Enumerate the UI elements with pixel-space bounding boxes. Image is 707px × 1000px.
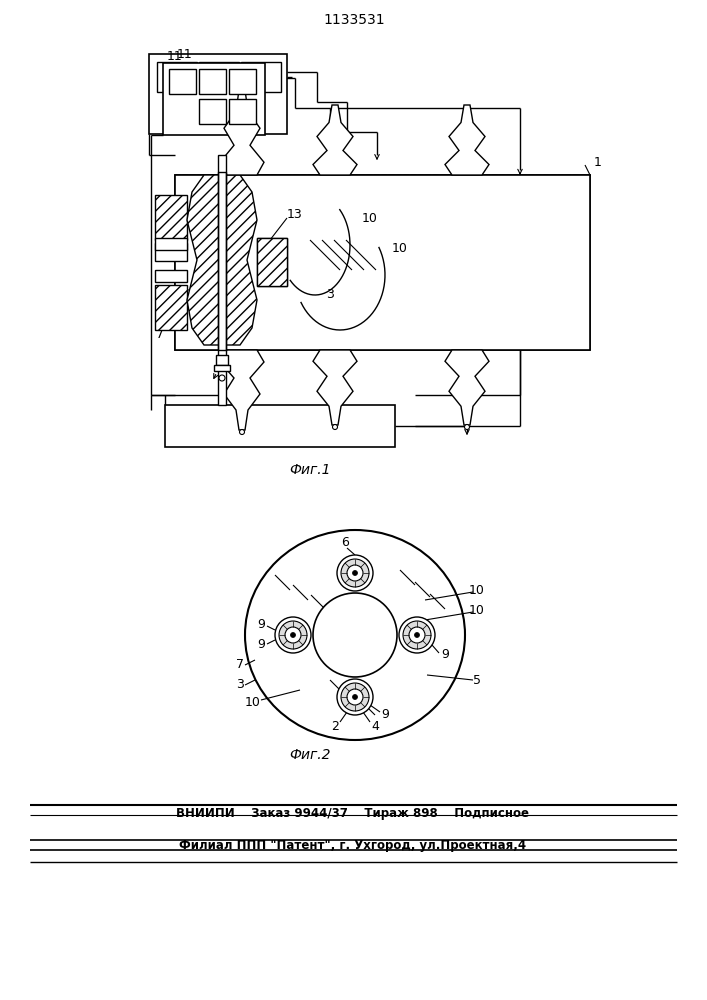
Circle shape: [341, 559, 369, 587]
Text: 13: 13: [287, 209, 303, 222]
Circle shape: [337, 679, 373, 715]
Bar: [199, 62, 239, 92]
Bar: [163, 63, 265, 135]
Bar: [199, 95, 239, 125]
Circle shape: [291, 633, 296, 638]
Circle shape: [347, 689, 363, 705]
Polygon shape: [445, 350, 489, 425]
Text: 10: 10: [392, 241, 408, 254]
Bar: [165, 405, 395, 447]
Circle shape: [240, 430, 245, 434]
Text: 4: 4: [371, 720, 379, 734]
Bar: [214, 365, 230, 371]
Text: 11: 11: [167, 50, 183, 64]
Polygon shape: [313, 350, 357, 425]
Polygon shape: [445, 105, 489, 175]
Text: 5: 5: [473, 674, 481, 686]
Bar: [155, 238, 187, 250]
Circle shape: [332, 424, 337, 430]
Circle shape: [399, 617, 435, 653]
Bar: [229, 99, 256, 124]
Bar: [175, 175, 590, 350]
Text: 3: 3: [236, 678, 244, 692]
Circle shape: [275, 617, 311, 653]
Bar: [155, 285, 187, 330]
Text: ВНИИПИ    Заказ 9944/37    Тираж 898    Подписное: ВНИИПИ Заказ 9944/37 Тираж 898 Подписное: [177, 806, 530, 820]
Bar: [218, 172, 226, 350]
Text: 9: 9: [257, 639, 265, 652]
Circle shape: [337, 555, 373, 591]
Bar: [218, 172, 226, 350]
Bar: [155, 195, 187, 240]
Bar: [229, 69, 256, 94]
Text: 10: 10: [245, 696, 261, 710]
Text: 7: 7: [156, 328, 164, 342]
Polygon shape: [313, 105, 357, 175]
Bar: [157, 62, 197, 92]
Bar: [199, 69, 226, 94]
Text: 10: 10: [469, 584, 485, 596]
Text: 10: 10: [469, 603, 485, 616]
Text: 10: 10: [362, 212, 378, 225]
Bar: [169, 69, 196, 94]
Text: 6: 6: [341, 536, 349, 550]
Circle shape: [341, 683, 369, 711]
Text: Фиг.2: Фиг.2: [289, 748, 331, 762]
Polygon shape: [187, 175, 257, 345]
Circle shape: [414, 633, 419, 638]
Bar: [175, 175, 590, 350]
Circle shape: [313, 593, 397, 677]
Polygon shape: [220, 90, 264, 175]
Circle shape: [464, 424, 469, 430]
Bar: [218, 155, 226, 405]
Circle shape: [353, 570, 358, 576]
Bar: [155, 270, 187, 282]
Bar: [216, 355, 228, 365]
Circle shape: [279, 621, 307, 649]
Bar: [257, 238, 287, 286]
Text: 2: 2: [191, 209, 199, 222]
Text: 7: 7: [236, 658, 244, 672]
Circle shape: [403, 621, 431, 649]
Circle shape: [353, 694, 358, 700]
Text: 3: 3: [326, 288, 334, 302]
Text: Фиг.1: Фиг.1: [289, 463, 331, 477]
Text: 1: 1: [594, 155, 602, 168]
Text: Филиал ППП "Патент", г. Ухгород, ул.Проектная,4: Филиал ППП "Патент", г. Ухгород, ул.Прое…: [180, 838, 527, 852]
Text: 9: 9: [158, 306, 166, 318]
Text: 9: 9: [381, 708, 389, 722]
Bar: [149, 54, 287, 134]
Text: 9: 9: [257, 618, 265, 632]
Text: 11: 11: [177, 48, 193, 62]
Text: 12: 12: [271, 419, 289, 433]
Ellipse shape: [245, 530, 465, 740]
Circle shape: [347, 565, 363, 581]
Text: 8: 8: [234, 160, 242, 174]
Bar: [241, 62, 281, 92]
Bar: [257, 238, 287, 286]
Bar: [155, 243, 187, 261]
Circle shape: [285, 627, 301, 643]
Text: 1133531: 1133531: [323, 13, 385, 27]
Circle shape: [219, 375, 225, 381]
Text: 2: 2: [186, 288, 194, 302]
Text: 9: 9: [441, 648, 449, 662]
Polygon shape: [220, 350, 264, 430]
Text: 2: 2: [331, 720, 339, 734]
Bar: [199, 99, 226, 124]
Circle shape: [409, 627, 425, 643]
